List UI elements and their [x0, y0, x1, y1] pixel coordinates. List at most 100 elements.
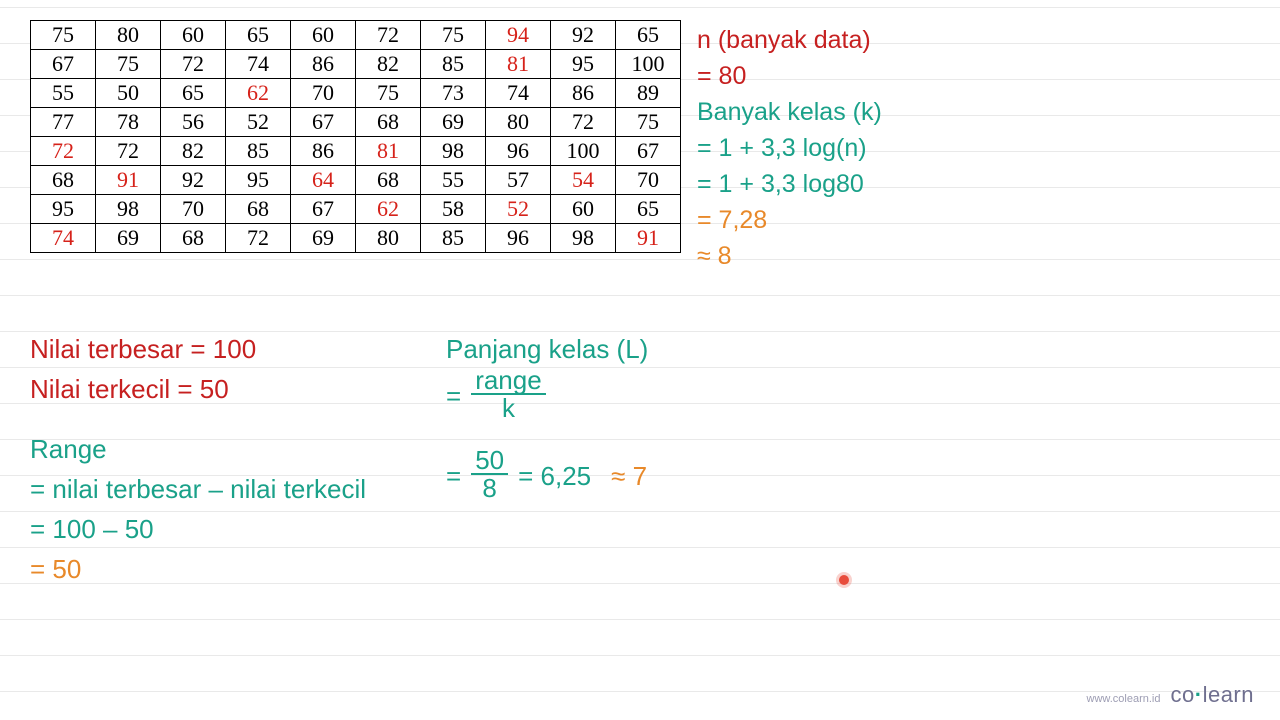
table-cell: 95 [31, 195, 96, 224]
calc-rounded: ≈ 7 [611, 456, 647, 496]
table-cell: 75 [356, 79, 421, 108]
table-cell: 85 [421, 50, 486, 79]
equals-sign-2: = [446, 456, 461, 496]
range-column: Nilai terbesar = 100 Nilai terkecil = 50… [30, 329, 366, 589]
table-cell: 64 [291, 166, 356, 195]
table-cell: 68 [226, 195, 291, 224]
table-cell: 95 [551, 50, 616, 79]
table-cell: 67 [291, 108, 356, 137]
table-cell: 74 [486, 79, 551, 108]
table-row: 75806065607275949265 [31, 21, 681, 50]
table-cell: 86 [551, 79, 616, 108]
table-cell: 80 [486, 108, 551, 137]
calc-result: = 6,25 [518, 456, 591, 496]
fraction-50-8: 50 8 [471, 447, 508, 501]
table-cell: 95 [226, 166, 291, 195]
table-row: 55506562707573748689 [31, 79, 681, 108]
brand-dot-icon: · [1195, 682, 1203, 707]
table-cell: 72 [161, 50, 226, 79]
n-value: = 80 [697, 58, 882, 94]
frac-num-50: 50 [471, 447, 508, 475]
page: 7580606560727594926567757274868285819510… [0, 0, 1280, 720]
table-cell: 75 [31, 21, 96, 50]
table-cell: 67 [616, 137, 681, 166]
footer-url: www.colearn.id [1087, 693, 1161, 705]
table-cell: 72 [356, 21, 421, 50]
table-cell: 80 [356, 224, 421, 253]
table-cell: 74 [31, 224, 96, 253]
class-width-label: Panjang kelas (L) [446, 329, 648, 369]
table-cell: 55 [31, 79, 96, 108]
table-cell: 50 [96, 79, 161, 108]
equals-sign: = [446, 376, 461, 416]
table-row: 677572748682858195100 [31, 50, 681, 79]
class-width-calc: = 50 8 = 6,25 ≈ 7 [446, 449, 648, 503]
lower-section: Nilai terbesar = 100 Nilai terkecil = 50… [30, 329, 1260, 589]
table-cell: 69 [291, 224, 356, 253]
class-width-formula: = range k [446, 369, 648, 423]
frac-den-8: 8 [471, 475, 508, 501]
side-calculations: n (banyak data) = 80 Banyak kelas (k) = … [697, 20, 882, 274]
table-cell: 96 [486, 137, 551, 166]
table-cell: 100 [551, 137, 616, 166]
table-cell: 70 [616, 166, 681, 195]
table-cell: 67 [31, 50, 96, 79]
table-row: 727282858681989610067 [31, 137, 681, 166]
range-result: = 50 [30, 549, 366, 589]
table-cell: 96 [486, 224, 551, 253]
table-cell: 82 [161, 137, 226, 166]
table-cell: 74 [226, 50, 291, 79]
table-cell: 68 [356, 108, 421, 137]
table-row: 77785652676869807275 [31, 108, 681, 137]
table-cell: 68 [161, 224, 226, 253]
footer: www.colearn.id co·learn [1087, 682, 1254, 708]
table-cell: 85 [421, 224, 486, 253]
table-cell: 67 [291, 195, 356, 224]
table-cell: 65 [616, 195, 681, 224]
max-value: Nilai terbesar = 100 [30, 329, 366, 369]
table-cell: 81 [486, 50, 551, 79]
k-label: Banyak kelas (k) [697, 94, 882, 130]
table-cell: 65 [226, 21, 291, 50]
table-cell: 75 [616, 108, 681, 137]
table-row: 95987068676258526065 [31, 195, 681, 224]
brand-co: co [1171, 682, 1195, 707]
class-width-column: Panjang kelas (L) = range k = 50 8 = 6,2… [446, 329, 648, 589]
table-cell: 62 [226, 79, 291, 108]
table-cell: 52 [486, 195, 551, 224]
frac-numerator: range [471, 367, 546, 395]
table-cell: 86 [291, 137, 356, 166]
table-cell: 77 [31, 108, 96, 137]
frac-denominator: k [471, 395, 546, 421]
table-cell: 65 [616, 21, 681, 50]
table-cell: 91 [616, 224, 681, 253]
table-row: 74696872698085969891 [31, 224, 681, 253]
table-cell: 55 [421, 166, 486, 195]
k-formula: = 1 + 3,3 log(n) [697, 130, 882, 166]
table-cell: 58 [421, 195, 486, 224]
range-formula: = nilai terbesar – nilai terkecil [30, 469, 366, 509]
table-cell: 57 [486, 166, 551, 195]
table-cell: 73 [421, 79, 486, 108]
table-cell: 98 [551, 224, 616, 253]
table-cell: 60 [551, 195, 616, 224]
brand-learn: learn [1203, 682, 1254, 707]
table-cell: 94 [486, 21, 551, 50]
table-cell: 80 [96, 21, 161, 50]
range-label: Range [30, 429, 366, 469]
table-row: 68919295646855575470 [31, 166, 681, 195]
table-cell: 100 [616, 50, 681, 79]
table-cell: 72 [226, 224, 291, 253]
table-cell: 78 [96, 108, 161, 137]
table-cell: 60 [291, 21, 356, 50]
table-cell: 68 [31, 166, 96, 195]
table-cell: 86 [291, 50, 356, 79]
data-table: 7580606560727594926567757274868285819510… [30, 20, 681, 253]
table-cell: 82 [356, 50, 421, 79]
table-cell: 75 [421, 21, 486, 50]
table-cell: 85 [226, 137, 291, 166]
min-value: Nilai terkecil = 50 [30, 369, 366, 409]
top-section: 7580606560727594926567757274868285819510… [30, 20, 1260, 274]
table-cell: 91 [96, 166, 161, 195]
table-cell: 68 [356, 166, 421, 195]
